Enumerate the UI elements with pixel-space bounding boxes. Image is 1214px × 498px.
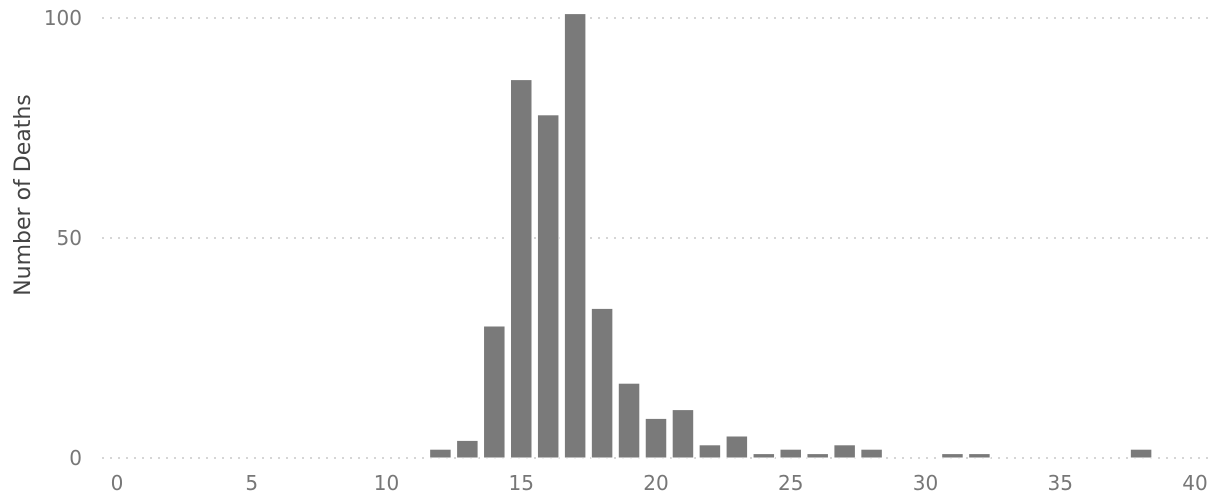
bar: [456, 439, 479, 459]
y-tick-label: 0: [69, 446, 82, 470]
bar: [752, 453, 776, 459]
bar: [644, 417, 668, 459]
bar: [941, 453, 964, 459]
bar: [968, 453, 991, 459]
bar: [671, 409, 695, 459]
bar: [590, 307, 614, 459]
bar: [779, 448, 802, 459]
x-tick-label: 30: [913, 471, 938, 495]
bar: [536, 114, 560, 459]
y-axis-ticks: 0 50 100: [44, 6, 82, 470]
x-tick-label: 15: [509, 471, 534, 495]
bar: [563, 13, 587, 459]
y-tick-label: 100: [44, 6, 82, 30]
bar: [429, 448, 452, 459]
x-tick-label: 35: [1048, 471, 1073, 495]
y-axis-title: Number of Deaths: [11, 94, 36, 296]
gridlines: [102, 17, 1212, 459]
bar: [806, 453, 829, 459]
bars: [429, 13, 1153, 459]
bar: [698, 444, 722, 459]
bar: [860, 448, 883, 459]
x-tick-label: 20: [643, 471, 668, 495]
bar: [1129, 448, 1153, 459]
y-tick-label: 50: [57, 226, 82, 250]
bar: [833, 444, 856, 459]
x-tick-label: 0: [111, 471, 124, 495]
x-tick-label: 5: [245, 471, 258, 495]
x-tick-label: 40: [1182, 471, 1207, 495]
bar: [725, 435, 749, 459]
bar: [510, 79, 533, 459]
bar: [617, 382, 641, 459]
x-axis-ticks: 0 5 10 15 20 25 30 35 40: [111, 471, 1208, 495]
bar: [483, 325, 506, 459]
x-tick-label: 10: [374, 471, 399, 495]
x-tick-label: 25: [778, 471, 803, 495]
